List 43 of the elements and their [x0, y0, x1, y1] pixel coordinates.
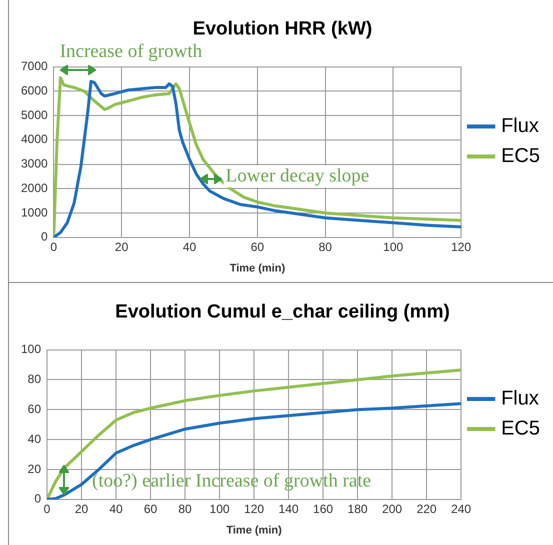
x-tick-label: 20 [114, 240, 129, 254]
chart-title: Evolution HRR (kW) [192, 18, 372, 40]
x-tick-label: 40 [182, 240, 196, 254]
y-tick-label: 0 [41, 230, 48, 244]
x-tick-label: 120 [451, 240, 472, 254]
y-tick-label: 1000 [20, 205, 48, 220]
legend-label: Flux [501, 115, 539, 138]
x-tick-label: 160 [313, 502, 334, 516]
x-axis-title: Time (min) [230, 262, 286, 274]
y-tick-label: 4000 [20, 132, 48, 146]
x-tick-label: 140 [278, 502, 299, 516]
annotation: Lower decay slope [226, 165, 370, 186]
x-tick-label: 40 [109, 502, 124, 516]
x-tick-label: 60 [144, 502, 158, 516]
x-tick-label: 80 [318, 240, 332, 254]
y-tick-label: 60 [28, 402, 42, 416]
legend-label: EC5 [501, 145, 540, 168]
y-tick-label: 5000 [20, 108, 48, 122]
y-tick-label: 6000 [20, 83, 48, 98]
x-tick-label: 120 [244, 502, 264, 516]
y-tick-label: 2000 [20, 180, 48, 195]
text: Increase of growth [60, 40, 203, 62]
legend-label: EC5 [501, 418, 540, 440]
x-tick-label: 0 [50, 240, 58, 254]
y-tick-label: 7000 [20, 59, 48, 74]
y-tick-label: 3000 [20, 156, 48, 171]
chart-title: Evolution Cumul e_char ceiling (mm) [115, 302, 450, 323]
x-tick-label: 200 [382, 502, 402, 516]
y-tick-label: 20 [28, 462, 42, 476]
legend-label: Flux [501, 388, 539, 410]
y-tick-label: 40 [28, 432, 42, 446]
x-axis-title: Time (min) [226, 524, 282, 536]
y-tick-label: 100 [20, 342, 42, 356]
x-tick-label: 100 [383, 240, 404, 254]
y-tick-label: 0 [34, 492, 42, 506]
y-tick-label: 80 [28, 372, 42, 386]
x-tick-label: 100 [210, 502, 230, 516]
x-tick-label: 220 [416, 502, 437, 516]
x-tick-label: 240 [451, 502, 472, 516]
x-tick-label: 180 [348, 502, 368, 516]
x-tick-label: 80 [178, 502, 192, 516]
x-tick-label: 60 [250, 240, 264, 254]
x-tick-label: 20 [74, 502, 89, 516]
